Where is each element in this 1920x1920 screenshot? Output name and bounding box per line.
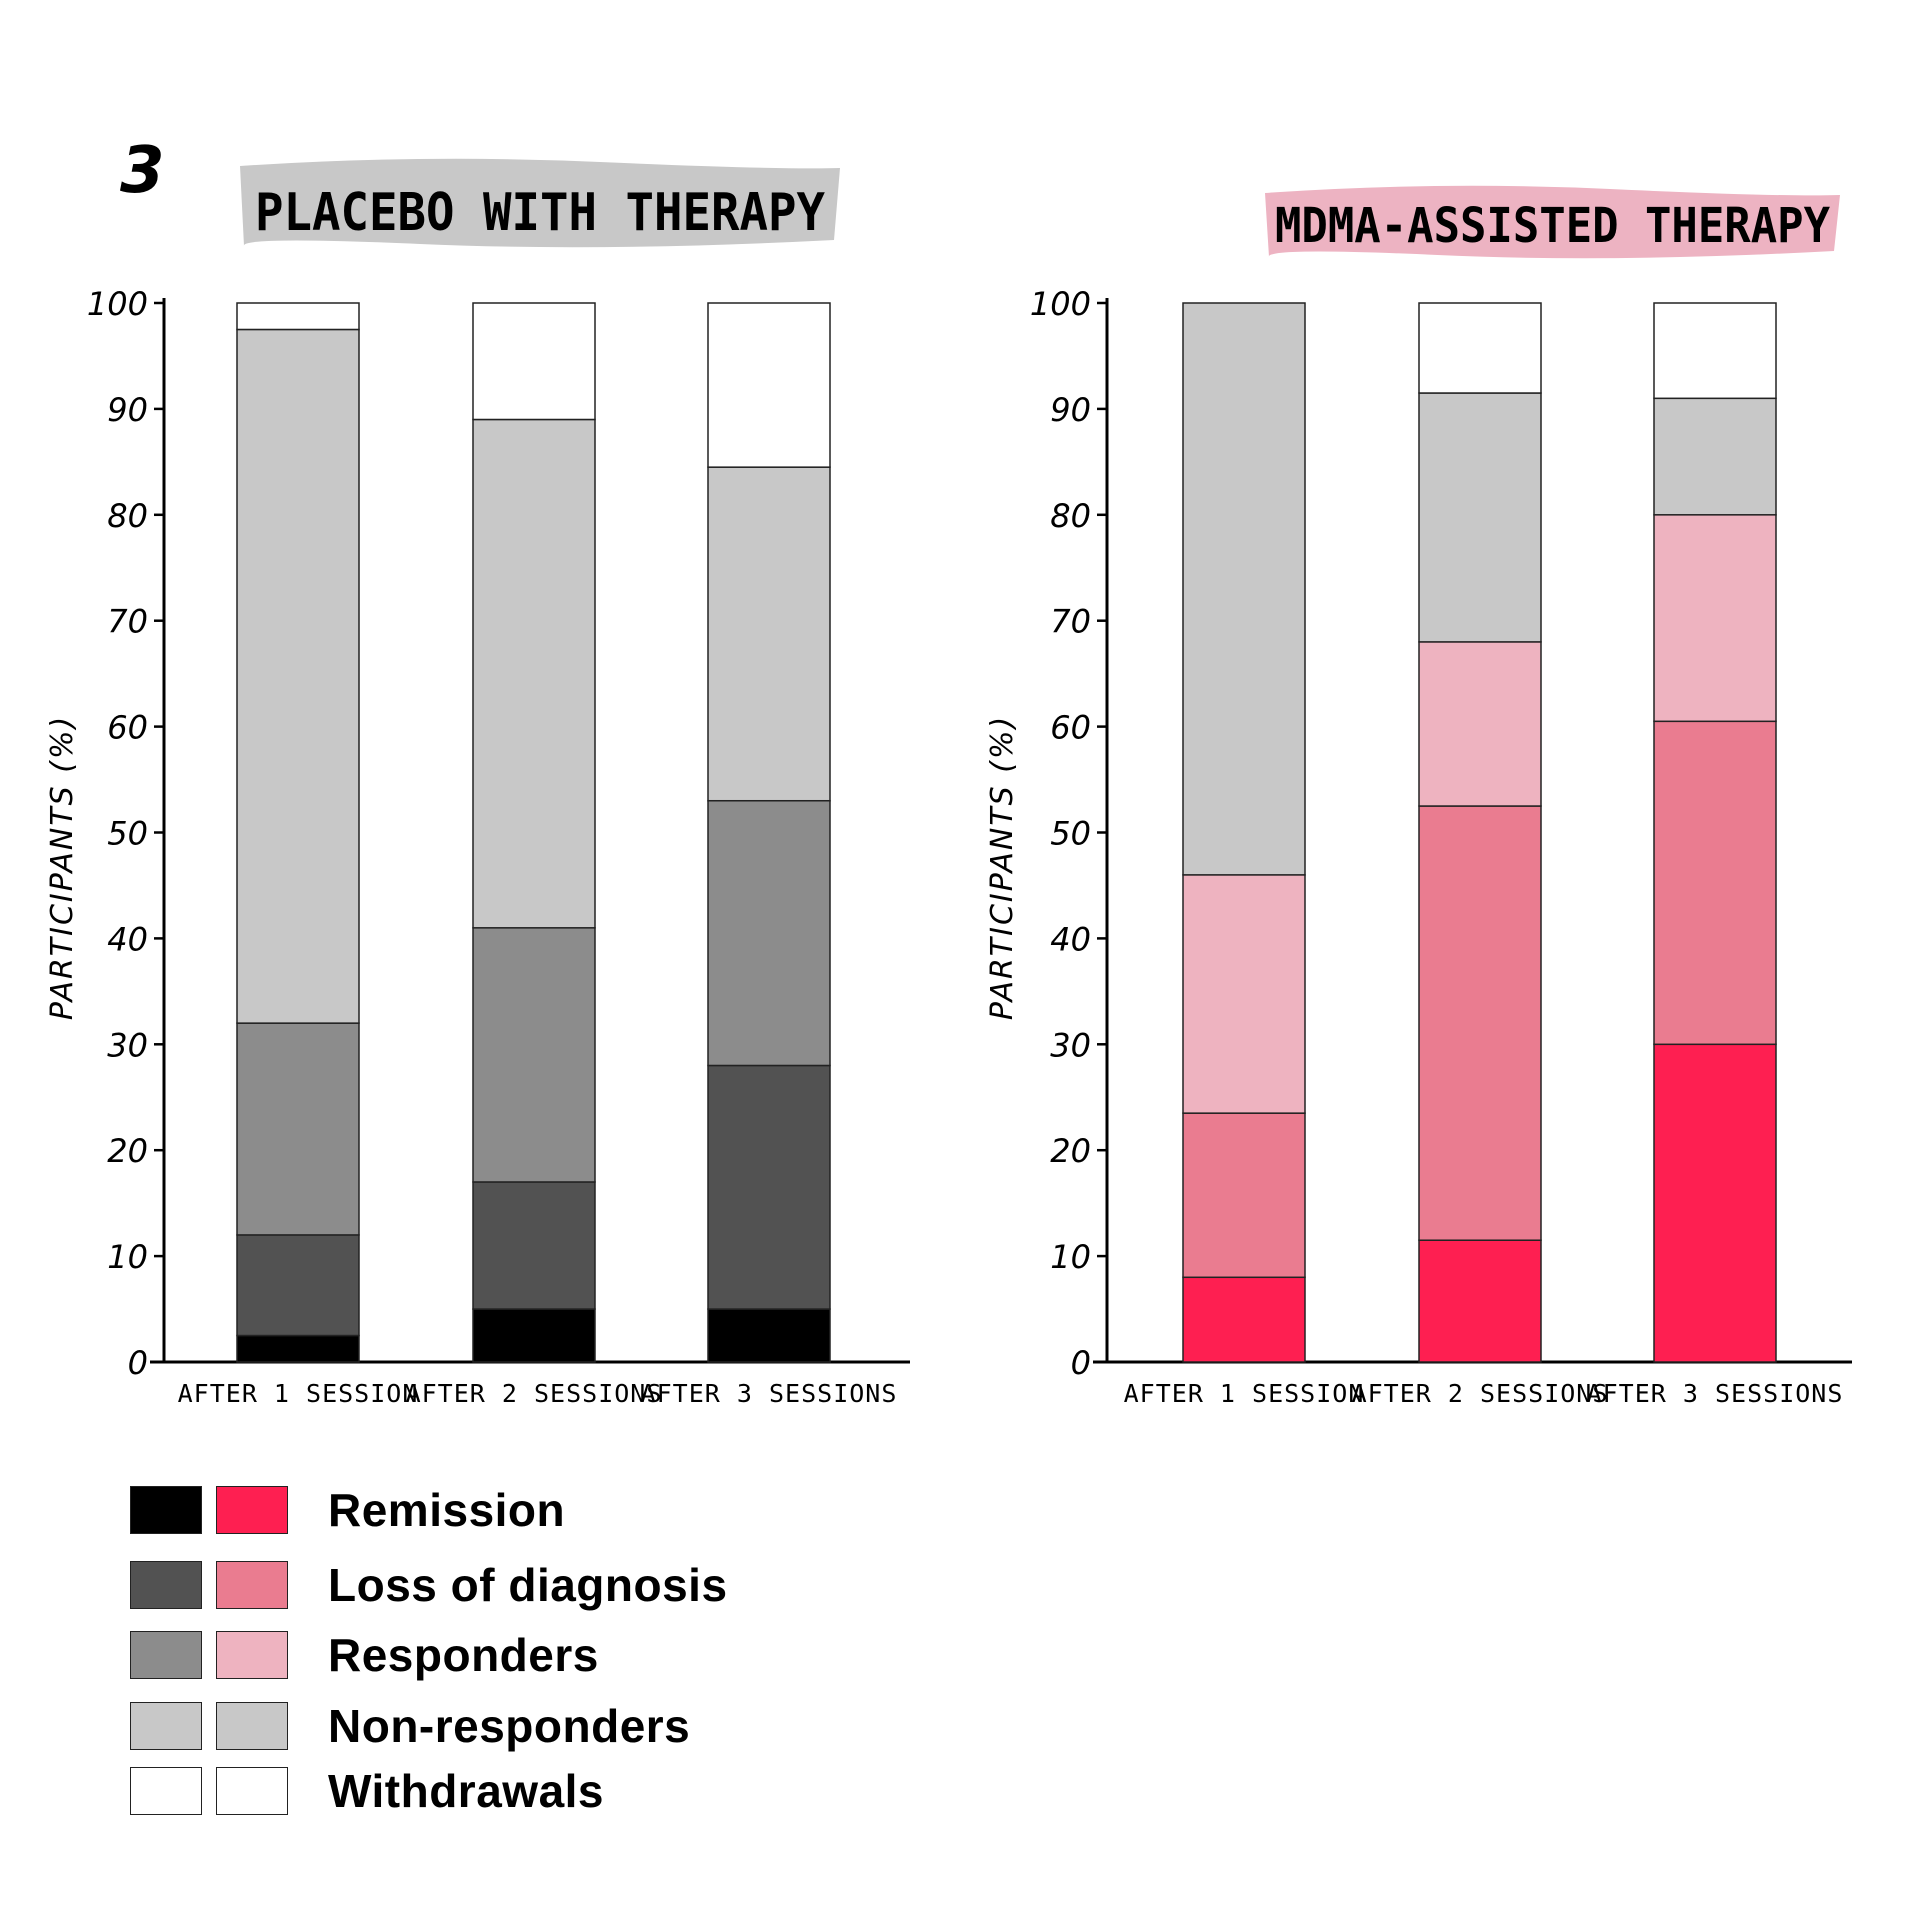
bar-segment-non-responders [707,466,831,802]
y-tick-label: 80 [1050,497,1091,535]
y-tick-label: 90 [1050,391,1091,429]
bar-segment-non-responders [1418,392,1542,643]
bar-segment-responders [1653,514,1777,723]
y-tick-label: 80 [107,497,148,535]
bar-segment-withdrawals [472,302,596,421]
legend-item: Loss of diagnosis [130,1558,728,1612]
bar-segment-non-responders [1653,397,1777,516]
bar-segment-withdrawals [1653,302,1777,400]
bar-segment-loss-of-diagnosis [472,1181,596,1310]
legend-item: Withdrawals [130,1764,604,1818]
y-tick-label: 20 [1050,1132,1091,1170]
chart-panel-1: PLACEBO WITH THERAPY PARTICIPANTS (%) 0 10 2… [45,158,910,1408]
x-tick-label: AFTER 3 SESSIONS [1587,1379,1844,1408]
bar-segment-remission [707,1308,831,1363]
legend-swatch-mdma [216,1486,288,1534]
legend-label: Remission [328,1484,566,1536]
legend-swatch-placebo [130,1767,202,1815]
y-tick-label: 30 [1050,1026,1091,1064]
legend-label: Withdrawals [328,1765,605,1817]
x-tick-label: AFTER 1 SESSION [178,1379,419,1408]
bar-segment-loss-of-diagnosis [1653,720,1777,1046]
y-axis-label: PARTICIPANTS (%) [45,715,80,1020]
bar-segment-remission [1418,1239,1542,1363]
chart-title: PLACEBO WITH THERAPY [255,183,826,243]
legend-swatch-placebo [130,1561,202,1609]
bar-segment-responders [1182,874,1306,1114]
bar-segment-loss-of-diagnosis [1182,1112,1306,1279]
y-tick-label: 100 [87,285,148,323]
y-tick-label: 50 [107,815,148,853]
legend-swatch-mdma [216,1767,288,1815]
bar-segment-remission [236,1334,360,1363]
legend-item: Non-responders [130,1699,690,1753]
x-tick-label: AFTER 2 SESSIONS [1352,1379,1609,1408]
figure-number: 3 [120,134,165,208]
bar-segment-responders [707,799,831,1067]
chart-title: MDMA-ASSISTED THERAPY [1275,198,1830,254]
bar-segment-responders [1418,641,1542,807]
bar-segment-non-responders [472,418,596,929]
y-tick-label: 0 [128,1344,148,1382]
legend-label: Non-responders [328,1700,691,1752]
bar-segment-responders [472,927,596,1183]
y-tick-label: 20 [107,1132,148,1170]
legend-swatch-mdma [216,1631,288,1679]
y-tick-label: 30 [107,1026,148,1064]
legend-swatch-placebo [130,1486,202,1534]
legend-swatch-placebo [130,1631,202,1679]
x-tick-label: AFTER 2 SESSIONS [406,1379,663,1408]
y-tick-label: 70 [1050,603,1091,641]
y-tick-label: 10 [107,1238,148,1276]
chart-panel-2: MDMA-ASSISTED THERAPY PARTICIPANTS (%) 0 10… [985,185,1852,1408]
bar-segment-withdrawals [236,302,360,331]
bar-segment-responders [236,1022,360,1236]
bar-segment-remission [472,1308,596,1363]
legend-swatch-placebo [130,1702,202,1750]
y-tick-label: 40 [1050,920,1091,958]
legend-swatch-mdma [216,1702,288,1750]
y-tick-label: 60 [1050,709,1091,747]
legend-item: Responders [130,1628,599,1682]
charts-group: PLACEBO WITH THERAPY PARTICIPANTS (%) 0 10 2… [45,158,1852,1408]
y-tick-label: 60 [107,709,148,747]
bar-segment-remission [1653,1043,1777,1363]
bar-segment-loss-of-diagnosis [236,1234,360,1337]
y-tick-label: 100 [1030,285,1091,323]
chart-title-band [240,158,840,248]
legend-label: Responders [328,1629,599,1681]
bar-segment-remission [1182,1276,1306,1363]
y-tick-label: 0 [1071,1344,1091,1382]
legend-item: Remission [130,1483,565,1537]
bar-segment-non-responders [1182,302,1306,876]
chart-title-band [1265,185,1840,259]
bar-segment-non-responders [236,328,360,1024]
y-tick-label: 90 [107,391,148,429]
y-tick-label: 10 [1050,1238,1091,1276]
y-tick-label: 50 [1050,815,1091,853]
bar-segment-withdrawals [1418,302,1542,394]
bar-segment-loss-of-diagnosis [1418,805,1542,1241]
legend-swatch-mdma [216,1561,288,1609]
y-tick-label: 70 [107,603,148,641]
bar-segment-withdrawals [707,302,831,468]
bar-segment-loss-of-diagnosis [707,1064,831,1310]
legend-label: Loss of diagnosis [328,1559,728,1611]
y-axis-label: PARTICIPANTS (%) [985,715,1020,1020]
x-tick-label: AFTER 1 SESSION [1124,1379,1365,1408]
y-tick-label: 40 [107,920,148,958]
x-tick-label: AFTER 3 SESSIONS [641,1379,898,1408]
